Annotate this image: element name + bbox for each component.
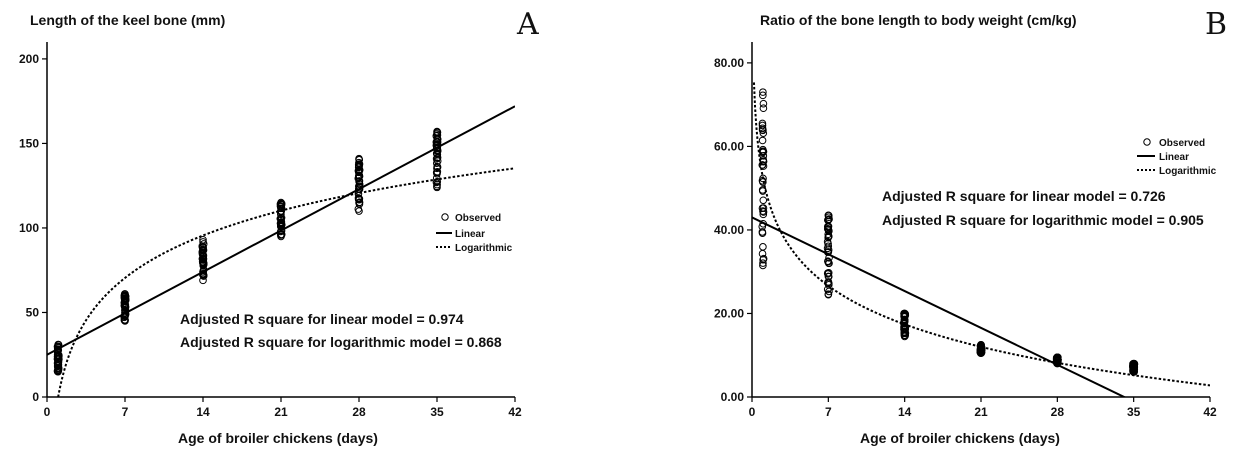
panel-b-y-tick-label: 60.00 (714, 139, 744, 153)
panel-b-y-tick-label: 20.00 (714, 306, 744, 320)
panel-b-legend-observed-marker (1144, 139, 1150, 145)
panel-b-legend-linear: Linear (1159, 152, 1189, 163)
panel-b-observed-point (760, 244, 767, 251)
panel-b-log-fit-curve (754, 82, 1210, 385)
panel-a-x-tick-label: 28 (352, 405, 366, 419)
panel-a-x-tick-label: 21 (274, 405, 288, 419)
panel-a-y-tick-label: 200 (19, 52, 39, 66)
panel-b-legend-logarithmic: Logarithmic (1159, 166, 1217, 177)
panel-b-y-tick-label: 0.00 (721, 390, 745, 404)
panel-b-linear-r2-annotation: Adjusted R square for linear model = 0.7… (882, 188, 1166, 204)
panel-a-x-axis-label: Age of broiler chickens (days) (178, 430, 378, 446)
panel-a-x-tick-label: 7 (122, 405, 129, 419)
panel-a-y-tick-label: 150 (19, 136, 39, 150)
panel-a-linear-r2-annotation: Adjusted R square for linear model = 0.9… (180, 311, 464, 327)
panel-a-y-tick-label: 100 (19, 221, 39, 235)
panel-b-x-tick-label: 0 (749, 405, 756, 419)
panel-a-letter: A (516, 7, 539, 42)
panel-a-x-tick-label: 35 (430, 405, 444, 419)
panel-a-legend-logarithmic: Logarithmic (455, 243, 513, 254)
panel-b-x-tick-label: 7 (825, 405, 832, 419)
panel-b-y-tick-label: 40.00 (714, 223, 744, 237)
panel-a-legend-observed: Observed (455, 213, 501, 224)
panel-b-plot-area: 0.00 20.00 40.00 60.00 80.00 0 7 14 21 28 35 42 (714, 42, 1217, 438)
panel-b-legend-observed: Observed (1159, 138, 1205, 149)
panel-b-observed-point (759, 137, 766, 144)
panel-a-title: Length of the keel bone (mm) (30, 12, 225, 28)
panel-b-observed-point (760, 197, 767, 204)
panel-b-x-tick-label: 35 (1127, 405, 1141, 419)
panel-b-letter: B (1205, 7, 1227, 42)
panel-a-y-tick-label: 0 (32, 390, 39, 404)
panel-a-x-tick-label: 0 (44, 405, 51, 419)
panel-a-plot-area: 0 50 100 150 200 0 7 14 21 28 35 42 (19, 42, 522, 419)
panel-b-observed-point (760, 100, 767, 107)
panel-b-x-tick-label: 14 (898, 405, 912, 419)
panel-a: Length of the keel bone (mm) A 0 50 100 150… (19, 7, 539, 446)
panel-b-log-r2-annotation: Adjusted R square for logarithmic model … (882, 212, 1204, 228)
panel-b: Ratio of the bone length to body weight … (714, 7, 1227, 446)
panel-a-x-tick-label: 14 (196, 405, 210, 419)
panel-a-legend-observed-marker (442, 214, 448, 220)
panel-b-y-tick-label: 80.00 (714, 56, 744, 70)
panel-b-x-tick-label: 21 (974, 405, 988, 419)
panel-a-y-tick-label: 50 (26, 305, 40, 319)
panel-a-legend: Observed Linear Logarithmic (436, 213, 513, 254)
panel-a-log-fit-curve (58, 168, 515, 397)
panel-b-x-axis-label: Age of broiler chickens (days) (860, 430, 1060, 446)
panel-a-x-tick-label: 42 (508, 405, 522, 419)
panel-b-title: Ratio of the bone length to body weight … (760, 12, 1077, 28)
panel-b-x-tick-label: 42 (1203, 405, 1217, 419)
panel-a-log-r2-annotation: Adjusted R square for logarithmic model … (180, 334, 502, 350)
panel-a-legend-linear: Linear (455, 229, 485, 240)
panel-b-x-tick-label: 28 (1051, 405, 1065, 419)
panel-b-legend: Observed Linear Logarithmic (1137, 138, 1217, 177)
